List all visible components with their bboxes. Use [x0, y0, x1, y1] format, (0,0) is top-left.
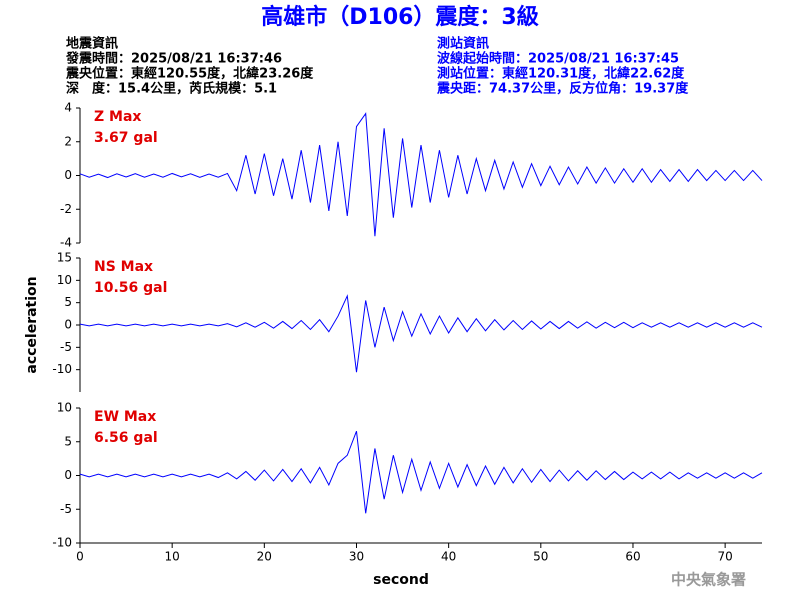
y-tick-label: -10 [52, 362, 72, 376]
x-tick-label: 0 [76, 550, 84, 564]
waveform [79, 431, 763, 514]
y-axis-label: acceleration [24, 276, 40, 373]
y-tick-label: 0 [64, 168, 72, 182]
annotation: Z Max [94, 109, 141, 125]
info-line: 測站位置：東經120.31度，北緯22.62度 [437, 66, 685, 82]
y-tick-label: -4 [60, 236, 72, 250]
y-tick-label: 4 [64, 101, 72, 115]
footer: 中央氣象署 [671, 571, 746, 589]
y-tick-label: 5 [64, 434, 72, 448]
y-tick-label: 2 [64, 134, 72, 148]
x-tick-label: 70 [717, 550, 732, 564]
y-tick-label: -5 [60, 340, 72, 354]
x-tick-label: 30 [349, 550, 364, 564]
info-line: 地震資訊 [66, 36, 118, 52]
annotation: EW Max [94, 409, 156, 425]
x-axis-label: second [373, 572, 429, 588]
info-line: 測站資訊 [437, 36, 489, 52]
y-tick-label: -5 [60, 502, 72, 516]
x-tick-label: 60 [625, 550, 640, 564]
x-tick-label: 20 [257, 550, 272, 564]
annotation: 3.67 gal [94, 130, 158, 146]
annotation: NS Max [94, 259, 153, 275]
info-line: 發震時間：2025/08/21 16:37:46 [65, 51, 282, 67]
info-line: 波線起始時間：2025/08/21 16:37:45 [437, 51, 679, 67]
y-tick-label: 10 [57, 401, 72, 415]
info-line: 震央位置：東經120.55度，北緯23.26度 [65, 66, 314, 82]
y-tick-label: 5 [64, 295, 72, 309]
chart-title: 高雄市（D106）震度：3級 [261, 4, 539, 30]
y-tick-label: 0 [64, 468, 72, 482]
x-tick-label: 50 [533, 550, 548, 564]
waveform [79, 112, 763, 237]
y-tick-label: 15 [57, 251, 72, 265]
y-tick-label: 0 [64, 318, 72, 332]
annotation: 6.56 gal [94, 430, 158, 446]
waveform [79, 294, 763, 373]
x-tick-label: 10 [165, 550, 180, 564]
x-tick-label: 40 [441, 550, 456, 564]
y-tick-label: 10 [57, 273, 72, 287]
y-tick-label: -10 [52, 536, 72, 550]
y-tick-label: -2 [60, 202, 72, 216]
info-line: 震央距：74.37公里，反方位角：19.37度 [436, 81, 689, 97]
info-line: 深 度：15.4公里，芮氏規模：5.1 [66, 81, 277, 97]
annotation: 10.56 gal [94, 280, 167, 296]
